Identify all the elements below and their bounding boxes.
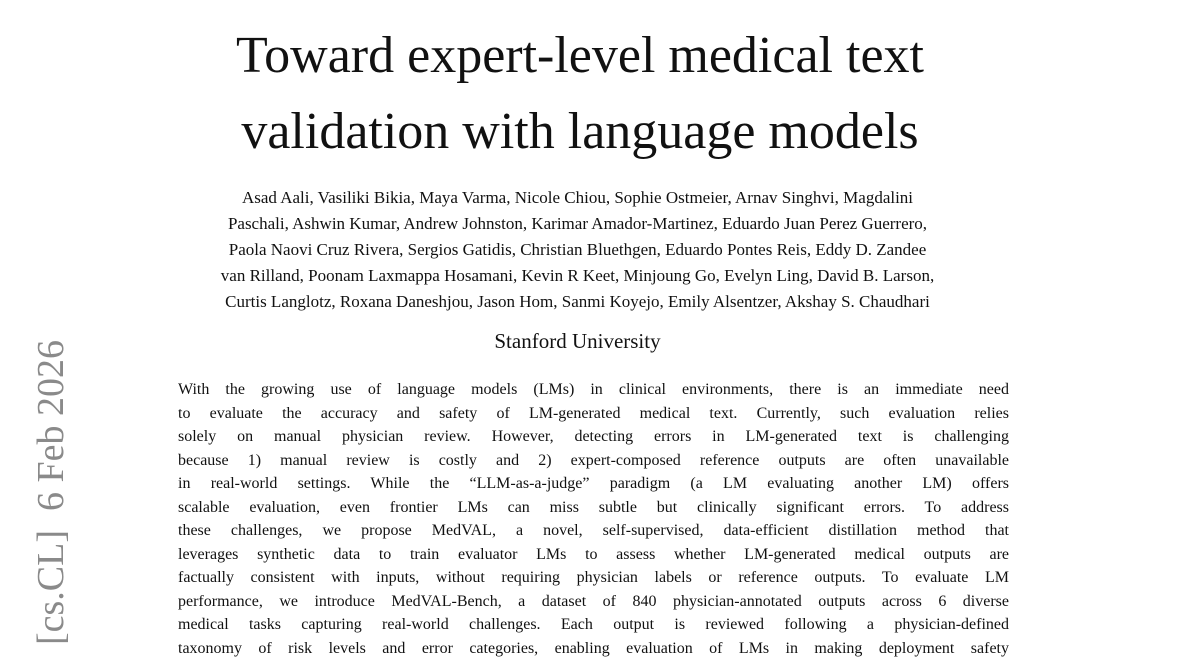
abstract-line: because 1) manual review is costly and 2… — [178, 449, 1009, 473]
abstract-line: leverages synthetic data to train evalua… — [178, 543, 1009, 567]
abstract-line: to evaluate the accuracy and safety of L… — [178, 402, 1009, 426]
author-line: Asad Aali, Vasiliki Bikia, Maya Varma, N… — [130, 185, 1025, 211]
author-line: Paola Naovi Cruz Rivera, Sergios Gatidis… — [130, 237, 1025, 263]
authors: Asad Aali, Vasiliki Bikia, Maya Varma, N… — [130, 185, 1025, 315]
abstract: With the growing use of language models … — [178, 378, 1009, 660]
author-line: van Rilland, Poonam Laxmappa Hosamani, K… — [130, 263, 1025, 289]
abstract-line: these challenges, we propose MedVAL, a n… — [178, 519, 1009, 543]
abstract-line: With the growing use of language models … — [178, 378, 1009, 402]
affiliation: Stanford University — [130, 327, 1025, 355]
title-line: Toward expert-level medical text — [130, 18, 1030, 94]
abstract-line: in real-world settings. While the “LLM-a… — [178, 472, 1009, 496]
author-line: Curtis Langlotz, Roxana Daneshjou, Jason… — [130, 289, 1025, 315]
arxiv-stamp: [cs.CL] 6 Feb 2026 — [0, 0, 100, 648]
side-stamp: [cs.CL] 6 Feb 2026 — [30, 340, 72, 645]
abstract-line: factually consistent with inputs, withou… — [178, 566, 1009, 590]
abstract-line: solely on manual physician review. Howev… — [178, 425, 1009, 449]
abstract-line: performance, we introduce MedVAL-Bench, … — [178, 590, 1009, 614]
title-line: validation with language models — [130, 94, 1030, 170]
abstract-line: medical tasks capturing real-world chall… — [178, 613, 1009, 637]
author-line: Paschali, Ashwin Kumar, Andrew Johnston,… — [130, 211, 1025, 237]
abstract-line: taxonomy of risk levels and error catego… — [178, 637, 1009, 660]
abstract-line: scalable evaluation, even frontier LMs c… — [178, 496, 1009, 520]
